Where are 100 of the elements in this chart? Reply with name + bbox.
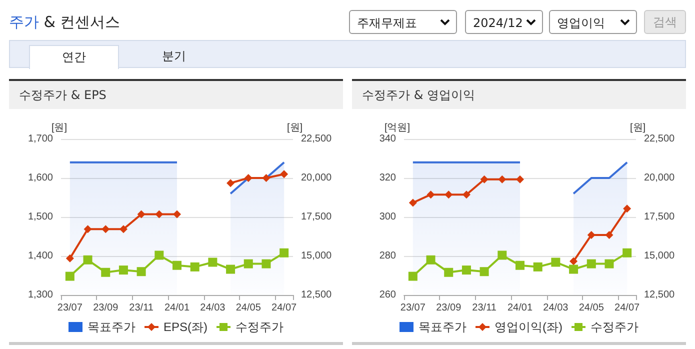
point [155,210,164,218]
point [208,258,218,267]
x-tick-label: 24/05 [578,302,604,314]
point [65,272,74,281]
chart-title: 수정주가 & 영업이익 [352,81,686,109]
point [102,225,110,234]
point [586,259,596,268]
text: 주재무제표 [349,10,457,34]
point [172,260,182,270]
y2-tick-label: 12,500 [644,290,676,300]
x-tick-label: 24/03 [543,302,569,314]
x-tick-label: 24/07 [272,302,298,314]
point [498,175,506,184]
y2-tick-label: 15,000 [644,250,676,262]
point [190,262,200,272]
x-tick-label: 23/11 [129,302,154,314]
point [137,210,146,218]
y2-tick-label: 15,000 [301,250,332,262]
point [426,255,436,264]
y-axis-title: [원] [51,122,68,134]
point [408,198,417,207]
point [244,174,252,182]
legend-label: 수정주가 [590,320,638,334]
point [444,190,453,199]
y-tick-label: 1,500 [28,212,54,222]
point [604,259,614,268]
x-tick-label: 23/09 [93,302,119,314]
point [480,267,489,276]
point [118,266,128,275]
y-tick-label: 1,300 [28,290,54,300]
x-tick-label: 24/07 [614,302,640,314]
text: 2024/12 [465,10,543,34]
point [444,268,454,277]
y2-tick-label: 20,000 [301,172,332,184]
y-tick-label: 340 [379,134,396,144]
point [119,225,128,234]
x-tick-label: 23/11 [472,302,497,314]
point [173,210,181,218]
text: 연간 [29,45,119,69]
point [136,267,146,276]
point [516,175,524,184]
point [280,170,288,178]
point [66,254,74,262]
y2-tick-label: 22,500 [644,134,676,144]
point [623,204,632,213]
point [262,174,270,182]
y-tick-label: 1,600 [28,172,54,184]
x-tick-label: 23/07 [57,302,83,314]
y-tick-label: 280 [379,250,396,262]
point [516,260,524,270]
y2-tick-label: 17,500 [644,212,676,222]
text: 분기 [161,48,187,65]
x-tick-label: 24/01 [507,302,533,314]
y2-tick-label: 22,500 [301,134,332,144]
x-tick-label: 24/01 [164,302,190,314]
point [226,179,235,188]
y-tick-label: 1,700 [28,134,54,144]
y2-axis-title: [원] [630,122,646,134]
point [244,259,253,268]
point [84,225,92,234]
point [605,230,614,239]
point [551,258,560,267]
point [462,266,471,275]
y-tick-label: 320 [379,172,396,184]
y-axis-title: [억원] [384,122,410,134]
y-tick-label: 260 [379,290,396,300]
point [480,175,488,184]
point [154,250,164,260]
legend-label: EPS(좌) [164,320,208,334]
chart-title: 수정주가 & EPS [9,81,343,109]
text: 영업이익 [549,10,637,34]
point [262,259,271,268]
point [570,257,578,266]
point [83,255,92,264]
point [622,248,632,258]
x-tick-label: 24/03 [200,302,226,314]
y2-axis-title: [원] [287,122,303,134]
legend-label: 수정주가 [236,320,284,334]
text: 주가 & 컨센서스 [9,13,120,32]
y-tick-label: 1,400 [28,250,54,262]
y2-tick-label: 20,000 [644,172,676,184]
y-tick-label: 300 [379,212,396,222]
legend-label: 영업이익(좌) [494,320,563,334]
x-tick-label: 23/07 [400,302,426,314]
point [408,272,418,281]
y2-tick-label: 17,500 [301,212,332,222]
point [462,190,470,199]
point [587,230,596,239]
point [569,264,578,274]
point [498,250,507,260]
text: 검색 [644,10,686,34]
point [533,262,542,272]
point [101,268,110,277]
legend-label: 목표주가 [88,320,136,334]
point [226,264,236,274]
x-tick-label: 23/09 [436,302,462,314]
legend-label: 목표주가 [418,320,467,334]
x-tick-label: 24/05 [236,302,262,314]
point [280,248,289,258]
point [426,190,435,199]
